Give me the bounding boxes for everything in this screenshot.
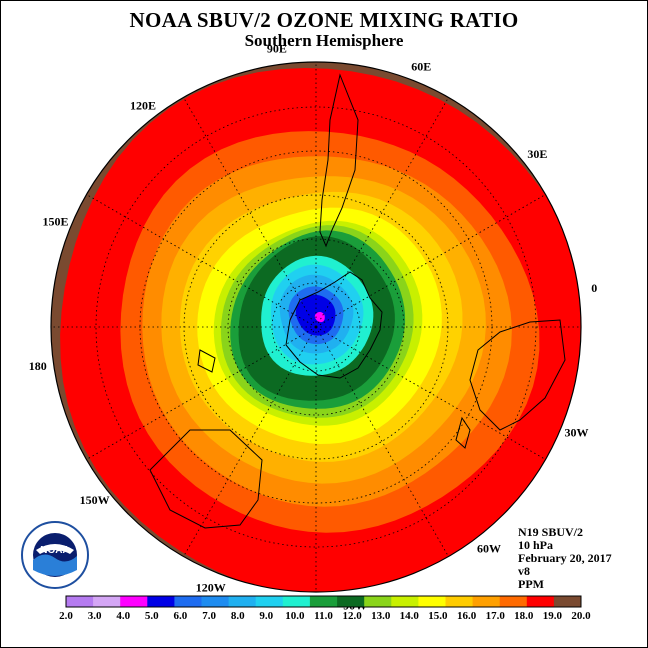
colorbar-tick-label: 12.0 [342, 610, 362, 622]
longitude-label: 0 [591, 281, 597, 295]
map-subtitle: Southern Hemisphere [244, 31, 404, 50]
coastlines [149, 73, 566, 529]
longitude-label: 60E [411, 60, 431, 74]
longitude-label: 150E [42, 215, 68, 229]
colorbar-tick-label: 13.0 [371, 610, 391, 622]
colorbar-tick-label: 17.0 [486, 610, 506, 622]
colorbar-border [65, 595, 582, 608]
colorbar-tick-label: 7.0 [202, 610, 216, 622]
latitude-circle [95, 106, 537, 548]
colorbar-swatch [391, 596, 419, 607]
meridian-line [86, 194, 317, 328]
colorbar-swatch [418, 596, 446, 607]
colorbar-tick-label: 18.0 [514, 610, 534, 622]
colorbar-tick-label: 14.0 [400, 610, 420, 622]
map-title: NOAA SBUV/2 OZONE MIXING RATIO [129, 8, 519, 32]
colorbar-swatch [309, 596, 338, 607]
latitude-circle [271, 282, 361, 372]
colorbar-tick-label: 16.0 [457, 610, 477, 622]
graticule [51, 62, 581, 592]
colorbar-tick-label: 10.0 [285, 610, 305, 622]
colorbar-tick-label: 2.0 [59, 610, 73, 622]
colorbar-swatch [499, 596, 528, 607]
info-block: N19 SBUV/2 10 hPa February 20, 2017 v8 P… [518, 526, 612, 591]
colorbar-swatch [120, 596, 148, 607]
colorbar-swatch [147, 596, 175, 607]
colorbar-swatch [228, 596, 257, 607]
logo-text: NOAA [40, 545, 69, 556]
meridian-line [183, 97, 317, 328]
colorbar-tick-label: 4.0 [116, 610, 130, 622]
meridian-line [315, 97, 449, 328]
colorbar-tick-label: 3.0 [88, 610, 102, 622]
meridian-line [183, 326, 317, 557]
version-label: v8 [518, 564, 530, 578]
colorbar-swatch [472, 596, 501, 607]
map-boundary [50, 61, 582, 593]
longitude-label: 30W [565, 425, 589, 439]
ozone-field [51, 62, 581, 592]
longitude-label: 90E [267, 42, 287, 56]
colorbar-swatch [66, 596, 94, 607]
level-label: 10 hPa [518, 538, 554, 552]
longitude-label: 180 [29, 359, 47, 373]
colorbar-swatch [337, 596, 365, 607]
meridian-line [315, 194, 546, 328]
noaa-logo: NOAA [21, 521, 89, 589]
australia-outline [149, 429, 263, 529]
longitude-label: 120W [196, 581, 226, 595]
colorbar-swatch [553, 596, 582, 607]
colorbar-swatch [526, 596, 555, 607]
madagascar-outline [455, 416, 471, 449]
colorbar-tick-label: 6.0 [174, 610, 188, 622]
colorbar-swatch [201, 596, 230, 607]
colorbar-swatch [282, 596, 311, 607]
longitude-label: 30E [527, 147, 547, 161]
new-zealand-outline [197, 349, 216, 373]
longitude-label: 60W [477, 541, 501, 555]
meridian-line [315, 326, 449, 557]
colorbar-tick-label: 19.0 [543, 610, 563, 622]
colorbar-tick-label: 11.0 [314, 610, 333, 622]
colorbar-swatch [445, 596, 474, 607]
colorbar-swatch [364, 596, 392, 607]
africa-outline [469, 319, 566, 431]
longitude-label: 150W [80, 493, 110, 507]
colorbar-tick-label: 20.0 [571, 610, 591, 622]
colorbar-tick-label: 15.0 [428, 610, 448, 622]
latitude-circle [227, 238, 405, 416]
colorbar-swatch [255, 596, 284, 607]
units-label: PPM [518, 577, 544, 591]
meridian-line [315, 326, 546, 460]
longitude-label: 120E [130, 99, 156, 113]
meridian-line [86, 326, 317, 460]
date-label: February 20, 2017 [518, 551, 612, 565]
antarctica-outline [285, 271, 383, 379]
colorbar-swatch [174, 596, 202, 607]
colorbar-tick-label: 9.0 [259, 610, 273, 622]
south-america-outline [319, 73, 359, 248]
colorbar-tick-label: 5.0 [145, 610, 159, 622]
band-magenta [314, 312, 325, 323]
colorbar-tick-label: 8.0 [231, 610, 245, 622]
colorbar-swatch [93, 596, 121, 607]
satellite-label: N19 SBUV/2 [518, 525, 584, 539]
